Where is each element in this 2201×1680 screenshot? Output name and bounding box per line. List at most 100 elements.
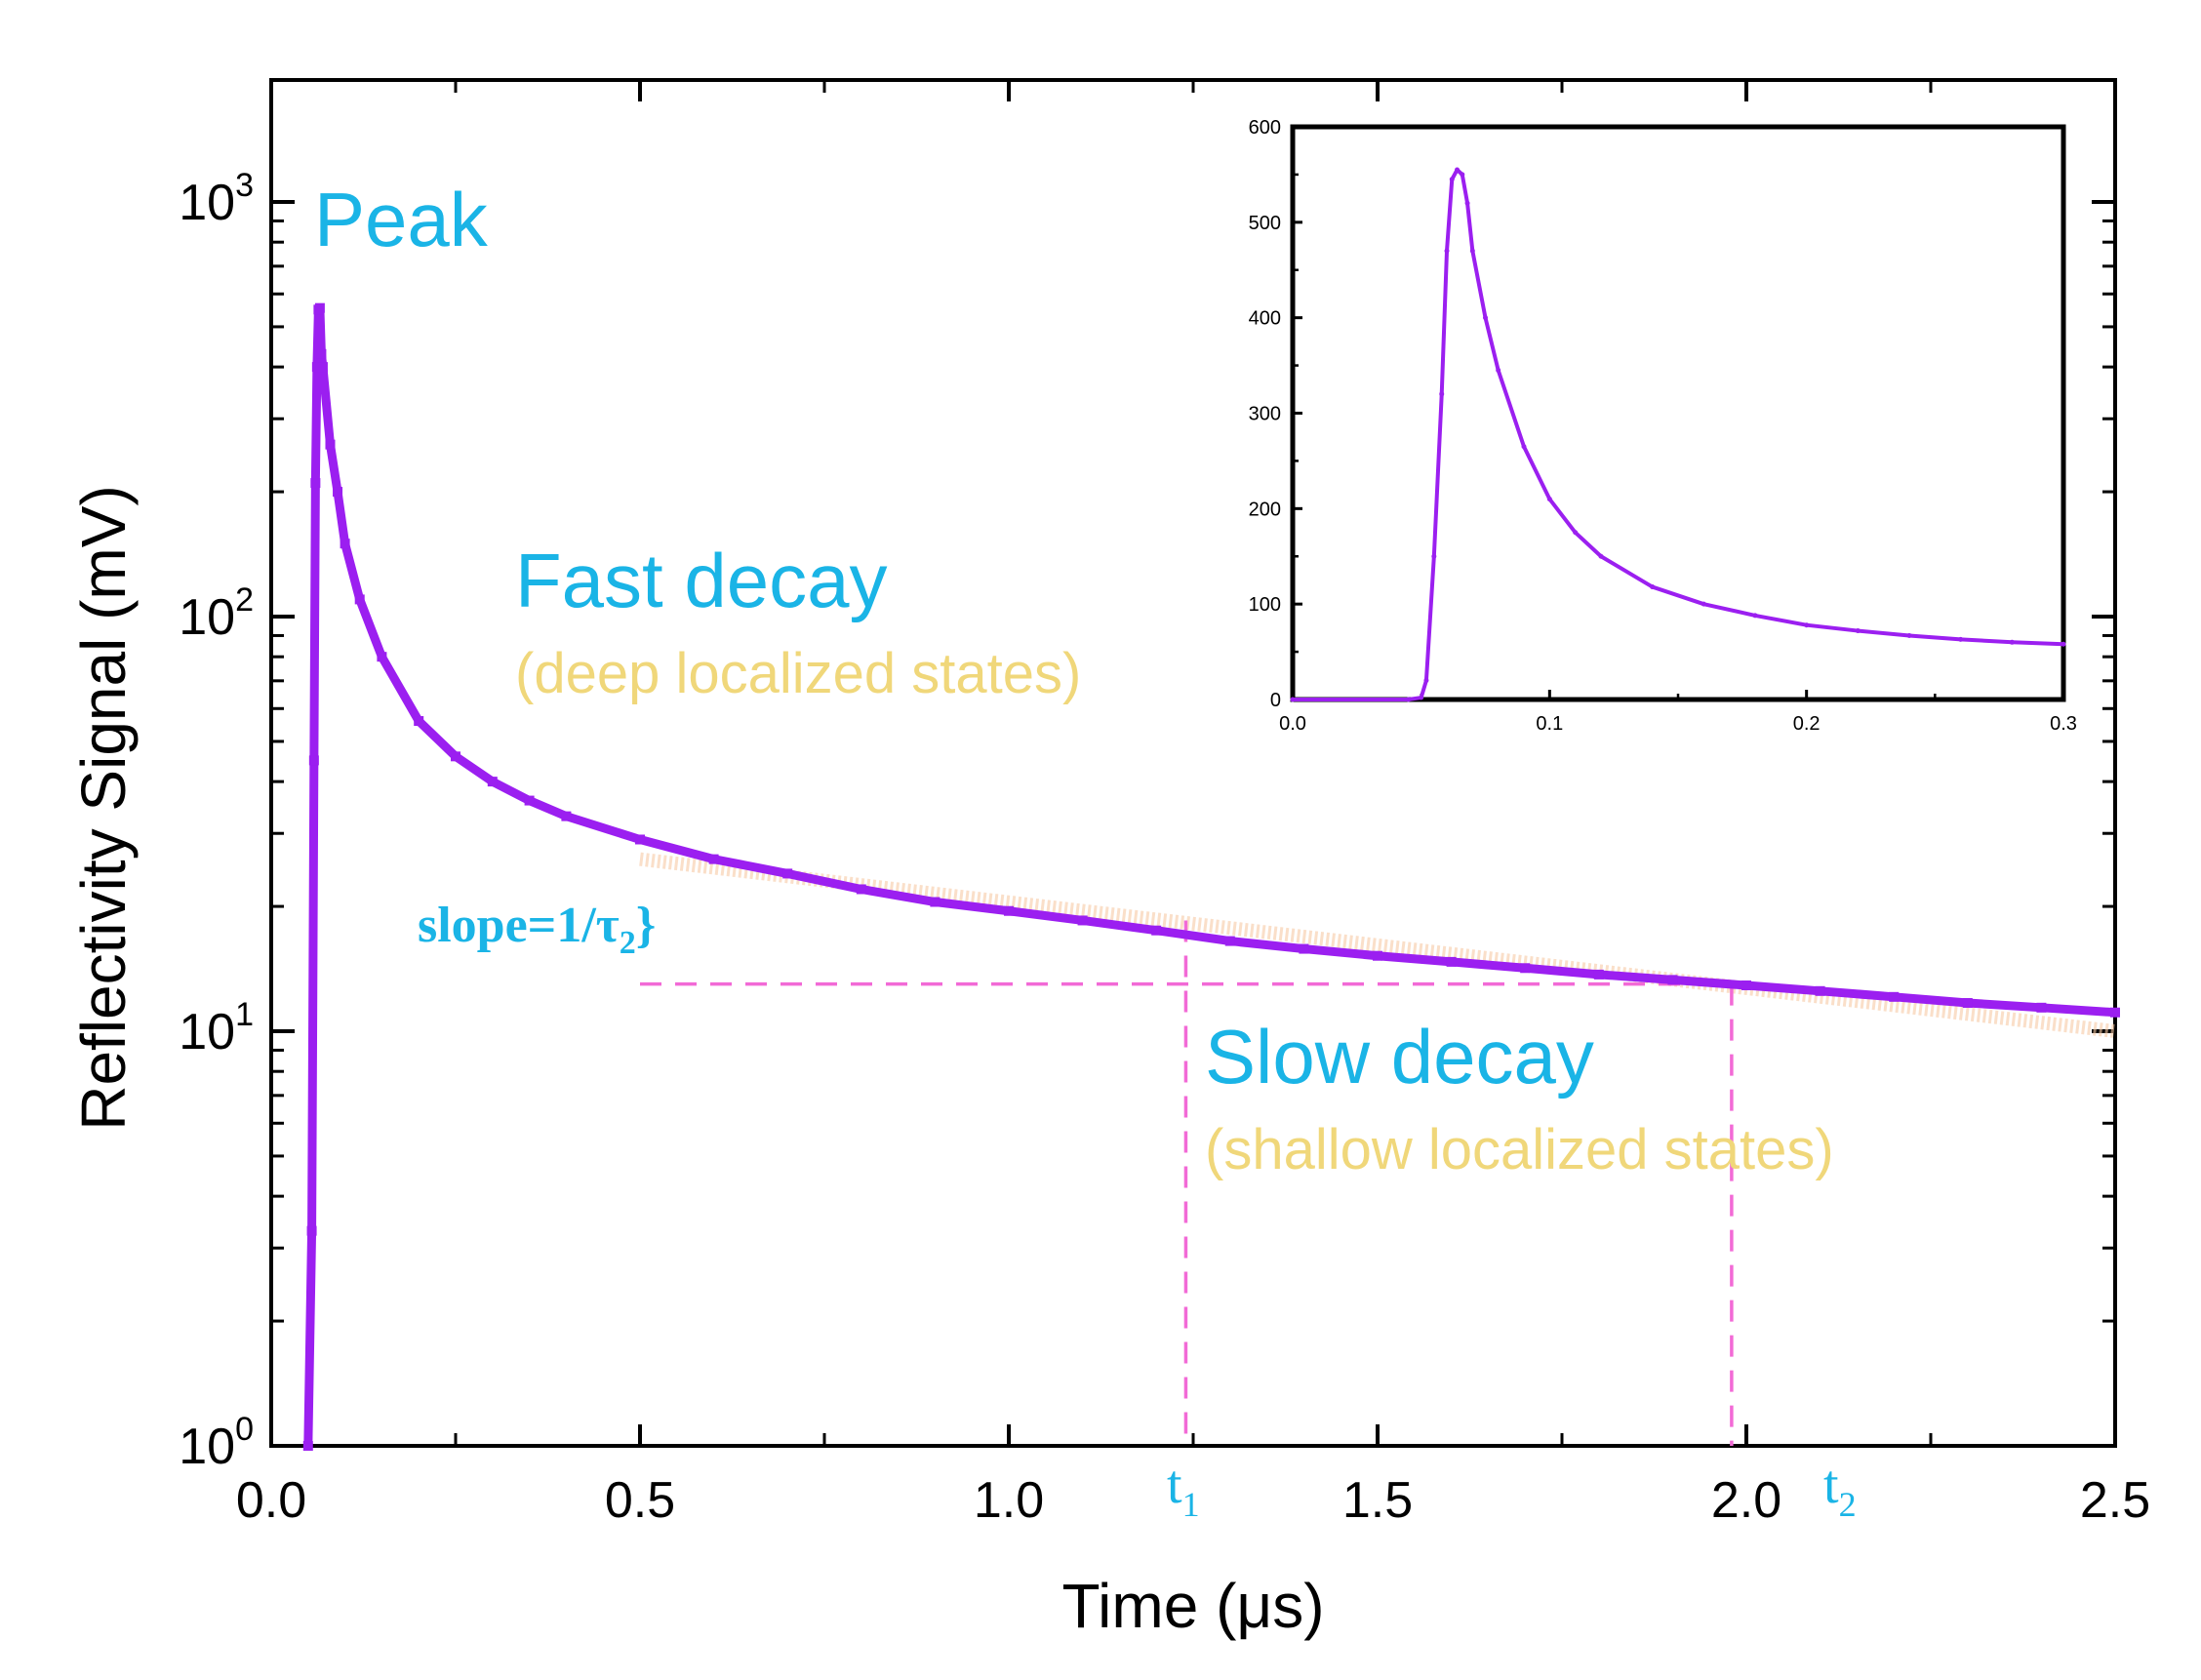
inset-y-tick-label: 100	[1249, 594, 1281, 616]
data-point	[1446, 956, 1457, 967]
data-point	[1004, 905, 1014, 916]
inset-data-point	[1406, 697, 1411, 702]
inset-x-tick-label: 0.1	[1536, 713, 1563, 735]
t2-label-base: t	[1823, 1455, 1839, 1515]
inset-plot: 0.0 0.1 0.2 0.3 0 100 200 300 400 500 600	[1249, 117, 2077, 735]
slope-label-brace: }	[636, 898, 657, 953]
inset-x-tick-label: 0.2	[1793, 713, 1821, 735]
t1-label-base: t	[1167, 1455, 1182, 1515]
y-tick-base: 10	[179, 589, 235, 646]
inset-x-tick-label: 0.0	[1279, 713, 1306, 735]
y-tick-label: 101	[179, 996, 254, 1060]
inset-data-point	[1290, 697, 1296, 702]
inset-x-tick-label: 0.3	[2050, 713, 2077, 735]
t1-label-subscript: 1	[1182, 1485, 1200, 1524]
y-axis-title: Reflectivity Signal (mV)	[68, 485, 139, 1131]
y-tick-base: 10	[179, 1419, 235, 1475]
y-tick-base: 10	[179, 175, 235, 231]
data-point	[2036, 1002, 2047, 1013]
data-point	[1593, 969, 1604, 980]
inset-plot-frame	[1290, 124, 2066, 702]
data-point	[708, 854, 719, 864]
data-point	[1224, 936, 1235, 946]
x-tick-label: 2.5	[2080, 1472, 2150, 1529]
inset-data-point	[1444, 248, 1450, 254]
data-point	[451, 751, 460, 762]
t1-label: t1	[1167, 1455, 1200, 1524]
data-point	[414, 716, 424, 727]
data-point	[317, 362, 328, 373]
x-tick-label: 0.5	[605, 1472, 675, 1529]
data-point	[340, 539, 350, 549]
inset-data-point	[1701, 601, 1706, 607]
data-point	[1299, 943, 1309, 954]
data-point	[302, 1441, 313, 1451]
fast-decay-label: Fast decay	[515, 538, 888, 623]
data-point	[1962, 998, 1973, 1009]
data-point	[325, 439, 336, 450]
inset-y-tick-label: 200	[1249, 499, 1281, 520]
inset-data-point	[1650, 584, 1656, 590]
data-point	[377, 652, 387, 662]
inset-data-point	[1455, 167, 1461, 173]
data-point	[1151, 925, 1162, 936]
inset-y-tick-label: 400	[1249, 308, 1281, 330]
t2-label: t2	[1823, 1455, 1857, 1524]
inset-data-point	[1449, 177, 1455, 182]
data-point	[1667, 975, 1678, 985]
inset-data-point	[1573, 530, 1579, 536]
data-point	[487, 777, 498, 787]
data-point	[1520, 963, 1531, 974]
inset-data-point	[1469, 248, 1475, 254]
data-point	[524, 795, 535, 806]
inset-data-point	[1464, 200, 1470, 206]
y-tick-label: 103	[179, 167, 254, 231]
x-tick-label: 1.0	[974, 1472, 1044, 1529]
data-point	[930, 897, 940, 907]
slope-label: slope=1/τ2}	[418, 898, 656, 961]
inset-data-point	[2009, 639, 2015, 645]
slow-decay-sublabel: (shallow localized states)	[1205, 1118, 1834, 1181]
x-axis-title: Time (μs)	[1061, 1571, 1324, 1641]
inset-data-point	[1439, 391, 1445, 397]
data-point	[561, 811, 572, 821]
data-point	[311, 362, 322, 373]
data-point	[354, 594, 365, 605]
data-point	[316, 348, 327, 359]
inset-data-point	[1598, 553, 1604, 559]
data-point	[1373, 950, 1382, 961]
inset-data-point	[1906, 632, 1912, 638]
inset-y-tick-label: 500	[1249, 213, 1281, 234]
series-line	[303, 303, 2116, 1447]
y-tick-label: 100	[179, 1411, 254, 1475]
data-point	[635, 834, 645, 845]
data-point	[306, 1225, 317, 1236]
slope-label-subscript: 2	[620, 925, 636, 961]
data-point	[782, 868, 793, 879]
data-point	[308, 755, 319, 766]
data-point	[333, 487, 343, 498]
inset-data-point	[1419, 695, 1424, 700]
fast-decay-sublabel: (deep localized states)	[515, 642, 1081, 705]
y-tick-exponent: 1	[235, 996, 254, 1033]
data-point	[1077, 915, 1088, 926]
x-tick-label: 2.0	[1711, 1472, 1781, 1529]
y-tick-exponent: 0	[235, 1411, 254, 1448]
t2-label-subscript: 2	[1839, 1485, 1857, 1524]
inset-data-point	[1804, 622, 1810, 628]
data-point	[1815, 985, 1825, 996]
inset-data-point	[1423, 677, 1429, 683]
inset-data-point	[2061, 641, 2066, 647]
inset-y-tick-label: 600	[1249, 117, 1281, 139]
inset-data-point	[1752, 613, 1758, 619]
inset-data-point	[1521, 444, 1527, 450]
slope-label-main: slope=1/τ	[418, 898, 620, 953]
data-point	[856, 884, 866, 895]
inset-data-point	[1431, 553, 1437, 559]
y-tick-exponent: 3	[235, 167, 254, 204]
inset-data-point	[1496, 367, 1501, 373]
inset-y-tick-label: 300	[1249, 404, 1281, 425]
fit-line	[639, 852, 2116, 1038]
